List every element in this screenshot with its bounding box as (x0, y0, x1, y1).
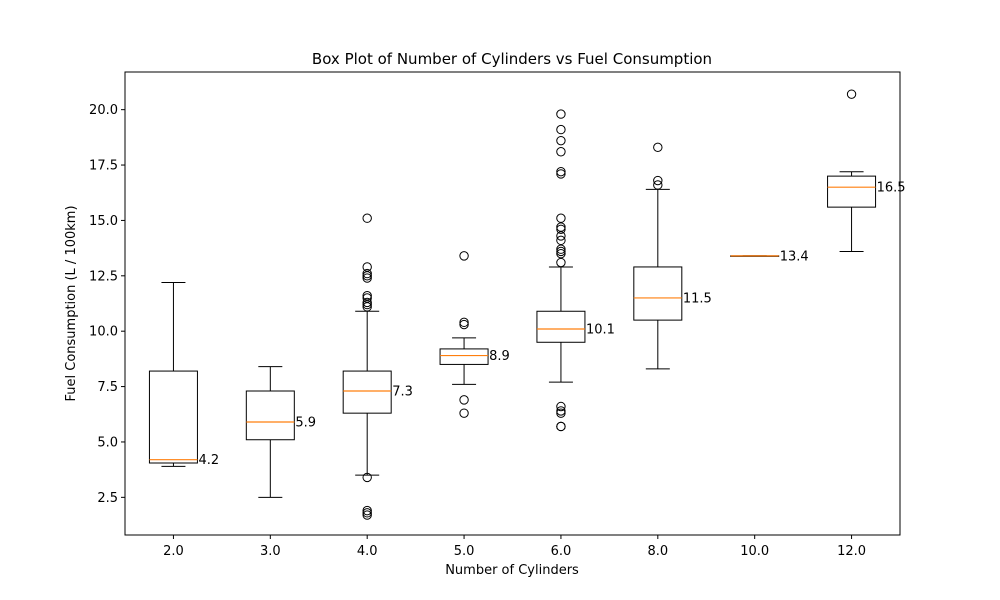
outlier-point (362, 508, 372, 518)
box-group-6.0: 10.1 (536, 109, 615, 432)
outlier-point (459, 408, 469, 418)
outlier-point (653, 175, 663, 186)
box-group-10.0: 13.4 (730, 249, 809, 264)
outlier-point (459, 395, 469, 405)
outlier-point (362, 472, 372, 483)
chart-title: Box Plot of Number of Cylinders vs Fuel … (312, 50, 712, 68)
median-value-label: 16.5 (877, 181, 906, 196)
x-tick-label: 5.0 (454, 544, 475, 559)
outlier-point (556, 147, 566, 157)
outlier-point (556, 408, 566, 418)
y-tick-label: 20.0 (89, 103, 118, 118)
y-tick-label: 15.0 (89, 214, 118, 229)
outlier-point (556, 244, 566, 254)
outlier-point (556, 224, 566, 234)
outlier-point (556, 222, 566, 232)
iqr-box (245, 390, 295, 441)
outlier-point (653, 142, 663, 153)
outlier-point (556, 406, 566, 416)
outlier-point (556, 231, 566, 241)
outlier-point (556, 213, 566, 223)
median-value-label: 13.4 (780, 249, 809, 264)
x-tick-label: 8.0 (647, 544, 668, 559)
y-tick-label: 7.5 (97, 380, 118, 395)
y-tick-label: 2.5 (97, 491, 118, 506)
outlier-point (459, 251, 469, 261)
outlier-point (362, 271, 372, 281)
iqr-box (342, 370, 392, 414)
box-group-5.0: 8.9 (439, 251, 510, 418)
median-value-label: 7.3 (392, 385, 413, 400)
box-group-12.0: 16.5 (827, 89, 906, 252)
x-tick-label: 4.0 (357, 544, 378, 559)
x-tick-label: 3.0 (260, 544, 281, 559)
box-group-8.0: 11.5 (633, 142, 712, 370)
y-tick-label: 17.5 (89, 159, 118, 174)
outlier-point (362, 302, 372, 312)
outlier-point (459, 317, 469, 328)
outlier-point (556, 421, 566, 432)
x-axis: 2.0 3.0 4.0 5.0 6.0 8.0 10.0 12.0 (163, 535, 866, 559)
median-value-label: 8.9 (489, 349, 510, 364)
box-group-3.0: 5.9 (245, 366, 316, 498)
outlier-point (556, 257, 566, 268)
x-tick-label: 12.0 (837, 544, 866, 559)
outlier-point (556, 169, 566, 179)
y-tick-label: 12.5 (89, 269, 118, 284)
outlier-point (846, 89, 857, 99)
box-group-4.0: 7.3 (342, 213, 413, 520)
median-value-label: 10.1 (586, 322, 615, 337)
y-axis: 2.5 5.0 7.5 10.0 12.5 15.0 17.5 20.0 (89, 103, 125, 506)
x-tick-label: 6.0 (551, 544, 572, 559)
outlier-point (362, 268, 372, 279)
x-axis-label: Number of Cylinders (445, 563, 579, 578)
outlier-point (556, 109, 566, 119)
x-tick-label: 2.0 (163, 544, 184, 559)
median-value-label: 11.5 (683, 291, 712, 306)
iqr-box (148, 370, 198, 464)
iqr-box (536, 310, 586, 343)
outlier-point (556, 246, 566, 257)
box-group-2.0: 4.2 (148, 281, 219, 468)
outlier-point (653, 180, 663, 190)
median-value-label: 5.9 (295, 416, 316, 431)
outlier-point (362, 510, 372, 520)
y-tick-label: 10.0 (89, 325, 118, 340)
iqr-box (827, 175, 877, 208)
median-value-label: 4.2 (198, 453, 219, 468)
outlier-point (459, 319, 469, 330)
iqr-box (633, 266, 683, 321)
x-tick-label: 10.0 (740, 544, 769, 559)
outlier-point (362, 213, 372, 223)
outlier-point (362, 273, 372, 283)
outlier-point (556, 166, 566, 177)
outlier-point (362, 297, 372, 308)
outlier-point (556, 135, 566, 146)
outlier-point (556, 401, 566, 412)
outlier-point (362, 505, 372, 516)
y-axis-label: Fuel Consumption (L / 100km) (64, 205, 79, 401)
boxes-layer: 4.2 5.9 7.3 8.9 10.1 11.5 13.4 16.5 (148, 89, 906, 520)
plot-area-frame (124, 71, 901, 536)
outlier-point (556, 124, 566, 135)
iqr-box (439, 348, 489, 365)
y-tick-label: 5.0 (97, 435, 118, 450)
outlier-point (362, 299, 372, 310)
